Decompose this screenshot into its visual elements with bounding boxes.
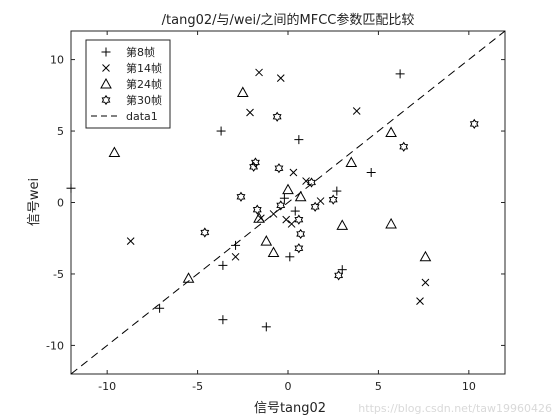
data-point: [216, 126, 226, 136]
data-point: [328, 194, 338, 205]
data-point: [287, 220, 296, 228]
data-point: [336, 219, 349, 230]
legend-label: 第30帧: [126, 93, 162, 107]
y-tick-label: -10: [46, 339, 64, 352]
legend-marker: [100, 77, 112, 89]
data-point: [251, 157, 260, 168]
data-point: [289, 168, 298, 177]
y-axis-label: 信号wei: [27, 178, 42, 226]
data-point: [294, 214, 304, 225]
data-point: [66, 183, 76, 193]
legend-marker: [102, 64, 110, 72]
data-point: [260, 235, 273, 246]
data-point: [182, 272, 195, 283]
data-point: [416, 297, 424, 305]
reference-line: [70, 30, 506, 375]
data-point: [218, 260, 228, 270]
x-tick-label: -5: [192, 380, 203, 393]
data-point: [126, 237, 135, 245]
legend-box: [85, 39, 171, 129]
data-point: [419, 250, 432, 262]
y-tick-label: -5: [53, 268, 64, 281]
data-point: [274, 163, 284, 174]
x-tick-label: -10: [98, 380, 116, 393]
data-point: [252, 204, 262, 215]
data-point: [276, 74, 285, 83]
data-point: [345, 156, 358, 167]
data-point: [294, 243, 304, 254]
data-point: [285, 252, 295, 262]
data-point: [385, 126, 397, 137]
data-point: [218, 315, 228, 325]
y-tick-label: 0: [57, 197, 64, 210]
data-point: [337, 265, 347, 275]
legend-label: data1: [126, 110, 158, 123]
data-point: [307, 177, 316, 188]
data-point: [200, 227, 210, 238]
x-axis-label: 信号tang02: [254, 401, 326, 416]
legend-item: 第14帧: [102, 61, 162, 75]
data-point: [399, 141, 409, 152]
x-tick-label: 10: [462, 380, 476, 393]
series-4: [200, 111, 479, 281]
data-point: [231, 240, 241, 250]
legend-item: data1: [91, 110, 158, 123]
legend-item: 第30帧: [101, 93, 162, 107]
series-2: [126, 68, 430, 305]
legend-label: 第14帧: [126, 61, 162, 75]
data-point: [421, 278, 430, 287]
watermark: https://blog.csdn.net/taw19960426: [358, 402, 552, 415]
data-point: [272, 111, 282, 122]
data-point: [249, 161, 259, 172]
data-point: [282, 183, 294, 195]
data-point: [332, 186, 342, 196]
x-tick-label: 5: [375, 380, 382, 393]
data-point: [395, 69, 405, 79]
legend-marker: [101, 94, 111, 106]
data-point: [294, 190, 307, 202]
data-point: [231, 252, 240, 261]
data-point: [282, 215, 291, 224]
series-3: [108, 86, 432, 283]
legend-marker: [101, 47, 111, 57]
legend-label: 第24帧: [126, 77, 162, 91]
data-point: [108, 146, 121, 157]
data-point: [366, 167, 376, 177]
data-point: [316, 197, 325, 205]
data-point: [294, 135, 304, 145]
data-point: [269, 210, 278, 218]
legend-item: 第24帧: [100, 77, 162, 91]
data-point: [279, 193, 289, 203]
data-point: [236, 86, 249, 97]
data-point: [246, 108, 254, 117]
data-point: [236, 191, 246, 202]
axis-ticks: -10 -5 0 5 10 -10 -5 0 5 10: [46, 31, 505, 393]
data-point: [261, 322, 271, 332]
legend-item: 第8帧: [101, 45, 155, 59]
y-tick-label: 10: [50, 54, 64, 67]
data-point: [290, 206, 300, 216]
data-point: [155, 303, 165, 313]
data-point: [255, 68, 263, 77]
data-point: [385, 217, 397, 229]
data-point: [334, 270, 344, 281]
x-tick-label: 0: [285, 380, 292, 393]
data-point: [352, 107, 361, 115]
data-point: [276, 200, 286, 211]
plot-content: [66, 30, 506, 375]
chart-title: /tang02/与/wei/之间的MFCC参数匹配比较: [162, 12, 415, 28]
series-1: [66, 69, 405, 332]
data-point: [469, 118, 479, 130]
legend-label: 第8帧: [126, 45, 155, 59]
y-tick-label: 5: [57, 125, 64, 138]
data-point: [267, 246, 280, 258]
data-point: [253, 212, 265, 223]
data-point: [310, 201, 320, 212]
data-point: [296, 228, 306, 240]
